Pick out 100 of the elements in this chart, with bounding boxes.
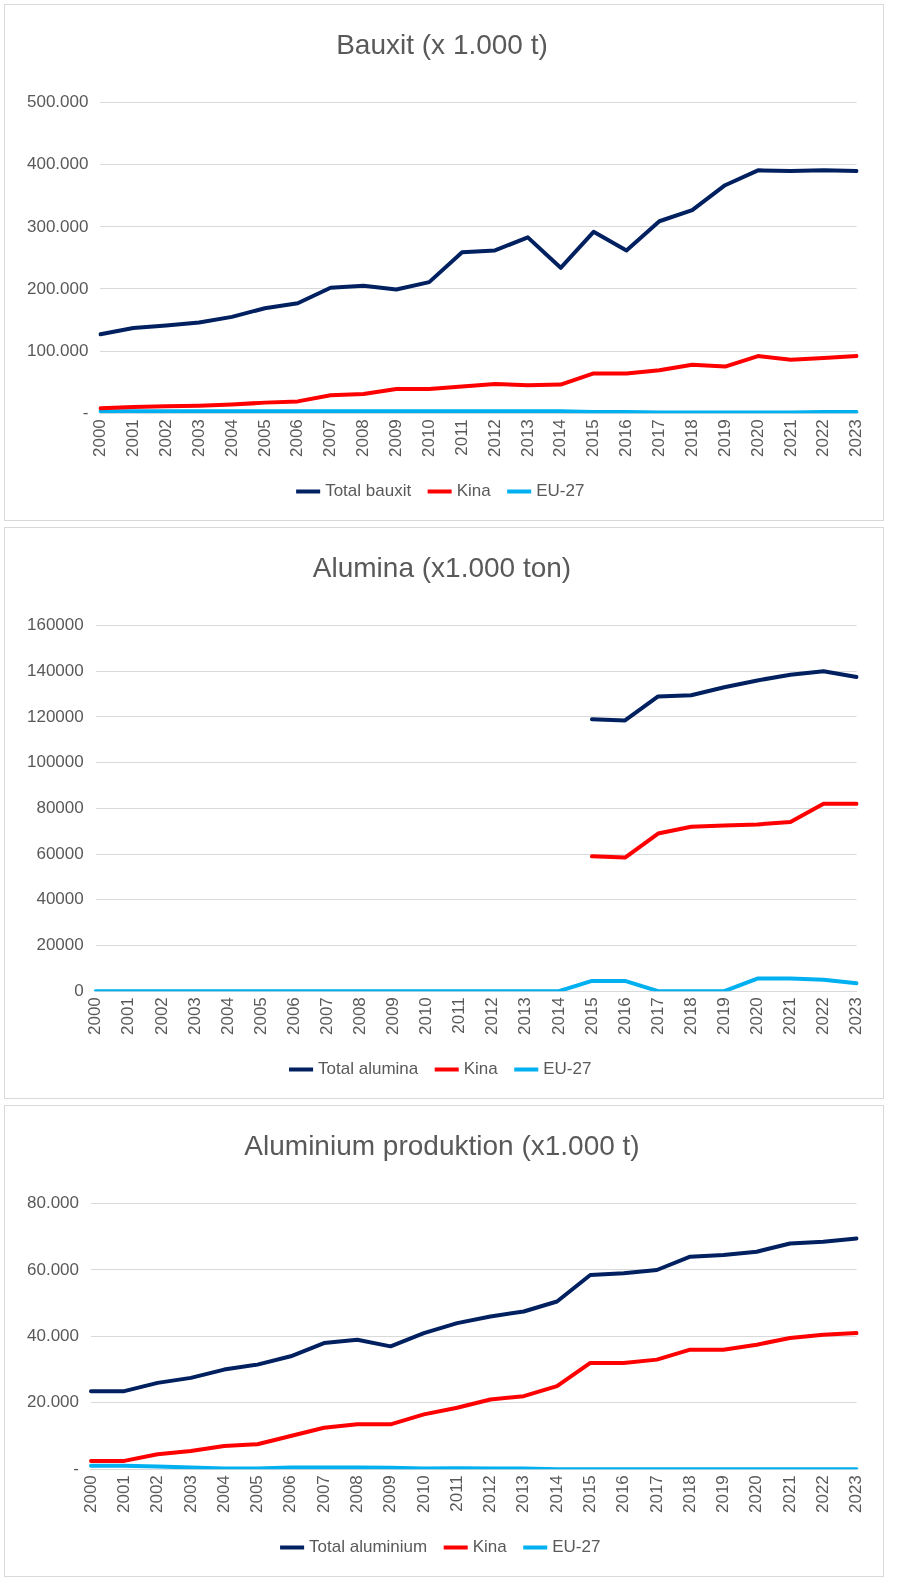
y-tick-label: 60.000 xyxy=(27,1259,79,1279)
x-tick-label: 2001 xyxy=(123,419,143,458)
x-tick-label: 2004 xyxy=(217,997,237,1036)
y-tick-label: 160000 xyxy=(26,615,84,635)
chart-title: Alumina (x1.000 ton) xyxy=(312,551,572,583)
x-tick-label: 2019 xyxy=(713,1475,733,1514)
x-tick-label: 2016 xyxy=(614,997,634,1036)
y-tick-label: 0 xyxy=(74,980,84,1000)
x-tick-label: 2004 xyxy=(221,419,241,458)
x-tick-label: 2012 xyxy=(480,1475,500,1514)
x-tick-label: 2002 xyxy=(147,1475,167,1514)
x-tick-label: 2006 xyxy=(287,419,307,458)
y-tick-label: 400.000 xyxy=(27,154,89,174)
legend-label: Kina xyxy=(472,1537,508,1557)
y-tick-label: 60000 xyxy=(36,843,84,863)
x-tick-label: 2013 xyxy=(513,1475,533,1514)
x-tick-label: 2022 xyxy=(813,1475,832,1514)
chart-title: Bauxit (x 1.000 t) xyxy=(336,28,548,60)
y-tick-label: 80000 xyxy=(36,798,84,818)
x-tick-label: 2001 xyxy=(118,997,138,1036)
x-tick-label: 2011 xyxy=(449,997,469,1034)
x-tick-label: 2021 xyxy=(780,997,800,1036)
x-tick-label: 2019 xyxy=(714,419,734,458)
x-tick-label: 2017 xyxy=(647,997,667,1036)
x-tick-label: 2012 xyxy=(484,419,504,458)
x-tick-label: 2011 xyxy=(451,419,471,456)
x-tick-label: 2008 xyxy=(346,1475,366,1514)
x-tick-label: 2023 xyxy=(846,997,866,1036)
x-tick-label: 2003 xyxy=(188,419,208,458)
y-tick-label: 80.000 xyxy=(27,1193,79,1213)
x-tick-label: 2020 xyxy=(747,997,767,1036)
y-tick-label: - xyxy=(73,1458,79,1478)
x-tick-label: 2000 xyxy=(90,419,110,458)
legend-label: Kina xyxy=(463,1059,499,1079)
y-tick-label: - xyxy=(82,402,89,422)
legend-label: Kina xyxy=(456,481,492,501)
legend-label: Total aluminium xyxy=(309,1537,428,1557)
x-tick-label: 2008 xyxy=(350,997,370,1036)
legend-label: Total bauxit xyxy=(325,481,412,501)
x-tick-label: 2023 xyxy=(846,419,866,458)
chart-title: Aluminium produktion (x1.000 t) xyxy=(244,1129,640,1161)
x-tick-label: 2020 xyxy=(747,419,767,458)
x-tick-label: 2002 xyxy=(151,997,171,1036)
x-tick-label: 2007 xyxy=(320,419,340,458)
x-tick-label: 2009 xyxy=(386,419,406,458)
x-tick-label: 2008 xyxy=(353,419,373,458)
x-tick-label: 2004 xyxy=(213,1475,233,1514)
y-tick-label: 20000 xyxy=(36,935,84,955)
x-tick-label: 2005 xyxy=(250,997,270,1036)
x-tick-label: 2003 xyxy=(184,997,204,1036)
y-tick-label: 100000 xyxy=(26,752,84,772)
x-tick-label: 2010 xyxy=(413,1475,433,1514)
legend-label: EU-27 xyxy=(552,1537,601,1557)
y-tick-label: 20.000 xyxy=(27,1392,79,1412)
x-tick-label: 2010 xyxy=(416,997,436,1036)
x-tick-label: 2012 xyxy=(482,997,502,1036)
x-tick-label: 2003 xyxy=(180,1475,200,1514)
y-tick-label: 140000 xyxy=(26,660,84,680)
x-tick-label: 2010 xyxy=(418,419,438,458)
y-tick-label: 120000 xyxy=(26,706,84,726)
y-tick-label: 300.000 xyxy=(27,216,89,236)
y-tick-label: 500.000 xyxy=(27,92,89,112)
x-tick-label: 2009 xyxy=(380,1475,400,1514)
x-tick-label: 2007 xyxy=(313,1475,333,1514)
x-tick-label: 2021 xyxy=(779,1475,799,1514)
x-tick-label: 2013 xyxy=(515,997,535,1036)
x-tick-label: 2022 xyxy=(813,997,833,1036)
legend-label: EU-27 xyxy=(543,1059,592,1079)
x-tick-label: 2000 xyxy=(80,1475,100,1514)
x-tick-label: 2005 xyxy=(247,1475,267,1514)
x-tick-label: 2015 xyxy=(579,1475,599,1514)
x-tick-label: 2015 xyxy=(581,997,601,1036)
x-tick-label: 2001 xyxy=(113,1475,133,1514)
x-tick-label: 2006 xyxy=(283,997,303,1036)
x-tick-label: 2017 xyxy=(649,419,669,458)
x-tick-label: 2016 xyxy=(616,419,636,458)
y-tick-label: 40000 xyxy=(36,889,84,909)
x-tick-label: 2002 xyxy=(155,419,175,458)
x-tick-label: 2014 xyxy=(548,997,568,1036)
x-tick-label: 2017 xyxy=(646,1475,666,1514)
x-tick-label: 2019 xyxy=(713,997,733,1036)
x-tick-label: 2016 xyxy=(613,1475,633,1514)
x-tick-label: 2007 xyxy=(316,997,336,1036)
x-tick-label: 2000 xyxy=(85,997,105,1036)
x-tick-label: 2020 xyxy=(746,1475,766,1514)
x-tick-label: 2011 xyxy=(446,1475,466,1512)
x-tick-label: 2018 xyxy=(679,1475,699,1514)
x-tick-label: 2005 xyxy=(254,419,274,458)
y-tick-label: 40.000 xyxy=(27,1326,79,1346)
x-tick-label: 2014 xyxy=(546,1475,566,1514)
y-tick-label: 100.000 xyxy=(27,340,89,360)
x-tick-label: 2009 xyxy=(383,997,403,1036)
x-tick-label: 2018 xyxy=(681,419,701,458)
x-tick-label: 2022 xyxy=(813,419,833,458)
legend-label: EU-27 xyxy=(536,481,585,501)
x-tick-label: 2006 xyxy=(280,1475,300,1514)
x-tick-label: 2023 xyxy=(846,1475,866,1514)
x-tick-label: 2014 xyxy=(550,419,570,458)
y-tick-label: 200.000 xyxy=(27,278,89,298)
x-tick-label: 2015 xyxy=(583,419,603,458)
